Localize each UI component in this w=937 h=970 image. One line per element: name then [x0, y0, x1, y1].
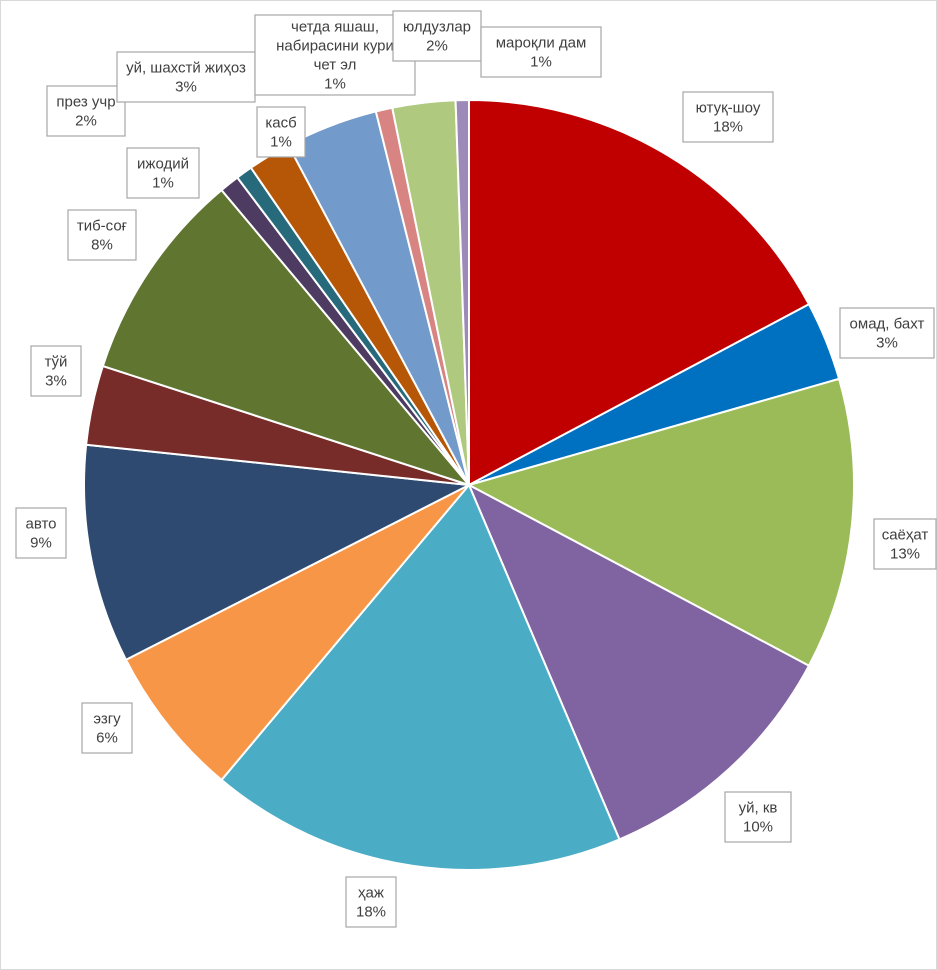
slice-percent-label: 10% — [743, 819, 773, 836]
slice-category-label: омад, бахт — [850, 316, 925, 333]
data-label-box — [15, 507, 67, 559]
slice-percent-label: 9% — [30, 535, 52, 552]
slice-percent-label: 3% — [876, 335, 898, 352]
data-label: юлдузлар 2% — [392, 10, 482, 62]
slice-category-label: эзгу — [93, 711, 121, 728]
data-label: эзгу 6% — [81, 702, 133, 754]
data-label-box — [254, 14, 416, 96]
slice-percent-label: 1% — [530, 54, 552, 71]
data-label-box — [724, 791, 792, 843]
data-label: ютуқ-шоу 18% — [682, 91, 774, 143]
data-label: тўй 3% — [30, 345, 82, 397]
slice-category-label: авто — [25, 516, 56, 533]
pie-slice — [101, 188, 473, 488]
data-label: уй, шахстй жиҳоз 3% — [116, 51, 256, 103]
pie-slice — [466, 482, 811, 841]
slice-category-label: мароқли дам — [496, 35, 587, 52]
data-label-box — [256, 106, 306, 158]
pie-slice — [466, 377, 855, 668]
data-label-box — [839, 307, 935, 359]
slice-category-label: юлдузлар — [403, 19, 471, 36]
slice-percent-label: 3% — [175, 79, 197, 96]
pie-slice — [124, 484, 470, 782]
pie-slice — [468, 98, 811, 487]
slice-category-label: през учр — [56, 94, 115, 111]
data-label: касб 1% — [256, 106, 306, 158]
slice-category-label: уй, шахстй жиҳоз — [126, 60, 246, 77]
slice-percent-label: 2% — [75, 113, 97, 130]
data-label: четда яшаш, набирасини кури чет эл 1% — [254, 14, 416, 96]
slice-percent-label: 18% — [713, 119, 743, 136]
data-label: мароқли дам 1% — [480, 26, 602, 78]
slice-category-label: уй, кв — [739, 800, 778, 817]
slice-category-label: тиб-соғ — [77, 218, 128, 235]
slice-percent-label: 18% — [356, 904, 386, 921]
slice-category-label: чет эл — [314, 57, 357, 74]
data-label: саёҳат 13% — [873, 518, 937, 570]
data-label: през учр 2% — [46, 85, 126, 137]
data-label: авто 9% — [15, 507, 67, 559]
slice-category-label: набирасини кури — [276, 38, 394, 55]
slice-percent-label: 6% — [96, 730, 118, 747]
data-label-box — [392, 10, 482, 62]
slice-category-label: ижодий — [137, 156, 189, 173]
data-label-box — [116, 51, 256, 103]
data-label: тиб-соғ 8% — [67, 209, 137, 261]
slice-category-label: касб — [265, 115, 296, 132]
data-label-box — [67, 209, 137, 261]
slice-percent-label: 8% — [91, 237, 113, 254]
slice-percent-label: 13% — [890, 546, 920, 563]
data-label: омад, бахт 3% — [839, 307, 935, 359]
slice-percent-label: 3% — [45, 373, 67, 390]
data-label-box — [480, 26, 602, 78]
data-label-box — [46, 85, 126, 137]
data-label-box — [30, 345, 82, 397]
data-label-box — [126, 147, 200, 199]
data-label: уй, кв 10% — [724, 791, 792, 843]
slice-category-label: ҳаж — [358, 885, 384, 902]
pie-slice — [83, 443, 473, 662]
slice-percent-label: 1% — [270, 134, 292, 151]
slice-category-label: тўй — [45, 354, 68, 371]
data-label-box — [682, 91, 774, 143]
slice-percent-label: 1% — [324, 76, 346, 93]
pie-slice — [220, 483, 621, 871]
data-label-box — [873, 518, 937, 570]
data-label-box — [81, 702, 133, 754]
pie-slice — [454, 98, 470, 486]
slice-percent-label: 2% — [426, 38, 448, 55]
data-label-box — [345, 876, 397, 928]
slice-percent-label: 1% — [152, 175, 174, 192]
slice-category-label: четда яшаш, — [291, 19, 379, 36]
slice-category-label: саёҳат — [882, 527, 929, 544]
data-label: ижодий 1% — [126, 147, 200, 199]
data-label: ҳаж 18% — [345, 876, 397, 928]
slice-category-label: ютуқ-шоу — [696, 100, 761, 117]
